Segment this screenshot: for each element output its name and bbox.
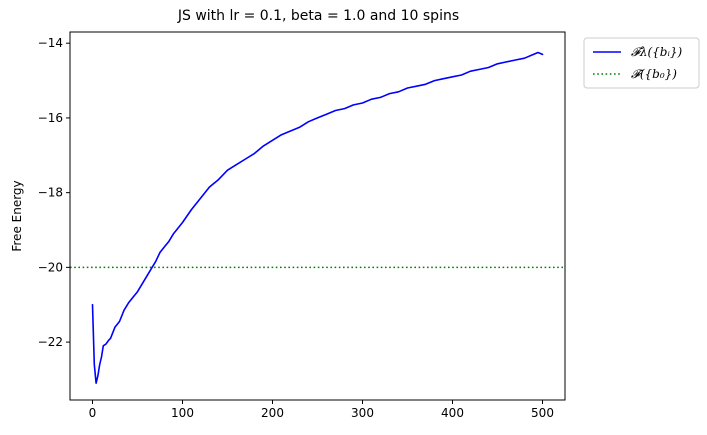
x-tick-label: 500 <box>531 406 554 420</box>
y-tick-label: −22 <box>38 335 63 349</box>
legend: 𝓕λ({bᵢ}) 𝓕({b₀}) <box>583 37 700 89</box>
axes-frame <box>69 31 566 401</box>
chart-title: JS with lr = 0.1, beta = 1.0 and 10 spin… <box>177 8 459 24</box>
plot-area: 0 100 200 300 400 500 −22 −20 −18 −16 −14 <box>38 31 566 420</box>
y-tick-label: −18 <box>38 186 63 200</box>
legend-box <box>583 37 700 89</box>
x-tick-label: 400 <box>441 406 464 420</box>
y-tick-label: −16 <box>38 111 63 125</box>
legend-label: 𝓕λ({bᵢ}) <box>631 45 683 59</box>
y-tick-label: −20 <box>38 260 63 274</box>
series-line <box>91 51 544 385</box>
x-tick-label: 0 <box>89 406 97 420</box>
x-tick-label: 300 <box>351 406 374 420</box>
x-tick-label: 200 <box>261 406 284 420</box>
y-axis-label: Free Energy <box>10 180 24 251</box>
x-tick-label: 100 <box>171 406 194 420</box>
y-tick-label: −14 <box>38 36 63 50</box>
legend-label: 𝓕({b₀}) <box>631 67 677 81</box>
